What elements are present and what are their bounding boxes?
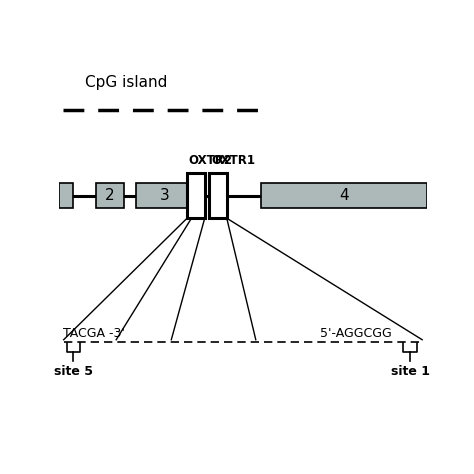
Text: 3: 3	[160, 188, 170, 203]
Bar	[137, 183, 193, 209]
Bar	[59, 183, 73, 209]
Bar	[187, 173, 205, 218]
Text: CpG island: CpG island	[85, 75, 167, 90]
Text: 5'-AGGCGG: 5'-AGGCGG	[320, 327, 392, 340]
Text: site 5: site 5	[54, 365, 93, 378]
Bar	[209, 173, 227, 218]
Text: TACGA -3': TACGA -3'	[63, 327, 125, 340]
Bar	[261, 183, 427, 209]
Text: OXTR1: OXTR1	[212, 154, 255, 167]
Text: OXTR2: OXTR2	[189, 154, 233, 167]
Text: 2: 2	[105, 188, 115, 203]
Bar	[96, 183, 124, 209]
Text: site 1: site 1	[391, 365, 429, 378]
Text: 4: 4	[339, 188, 349, 203]
